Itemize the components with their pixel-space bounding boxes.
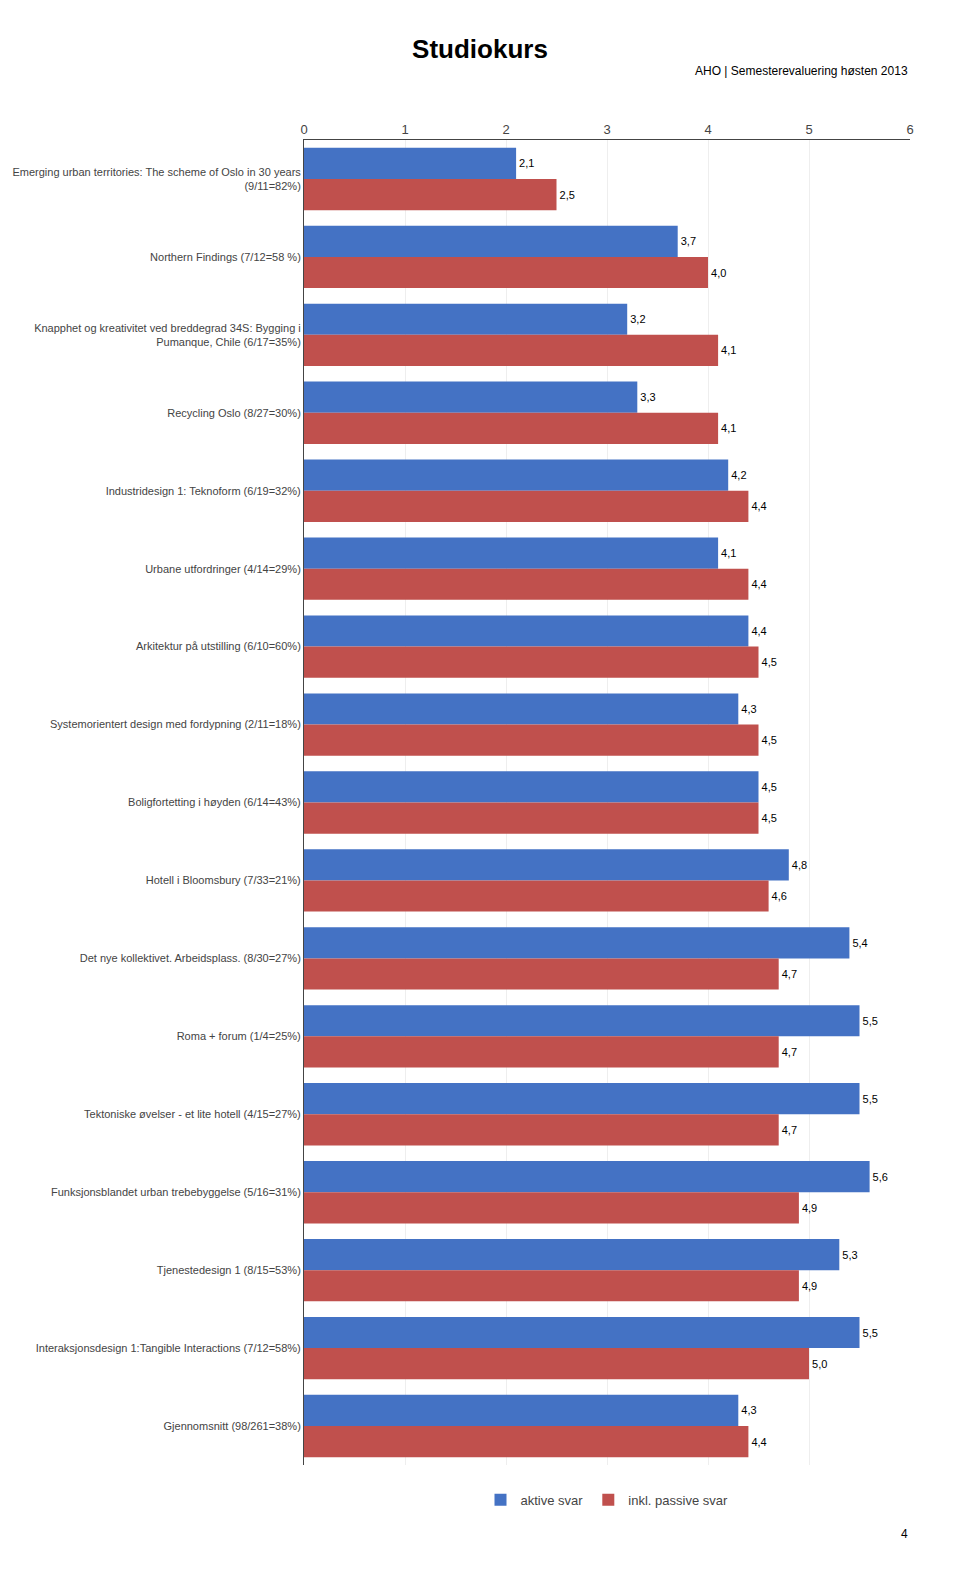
svg-text:0: 0 xyxy=(300,122,307,137)
svg-text:Arkitektur på utstilling (6/10: Arkitektur på utstilling (6/10=60%) xyxy=(136,640,301,652)
svg-text:Tektoniske øvelser - et lite h: Tektoniske øvelser - et lite hotell (4/1… xyxy=(84,1108,301,1120)
svg-text:4,3: 4,3 xyxy=(741,703,756,715)
svg-text:4,1: 4,1 xyxy=(721,344,736,356)
svg-text:4,7: 4,7 xyxy=(782,1046,797,1058)
svg-text:4,0: 4,0 xyxy=(711,267,726,279)
svg-text:Hotell i Bloomsbury (7/33=21%): Hotell i Bloomsbury (7/33=21%) xyxy=(146,874,301,886)
svg-text:3,2: 3,2 xyxy=(630,313,645,325)
svg-text:Studiokurs: Studiokurs xyxy=(412,34,548,64)
svg-text:4,5: 4,5 xyxy=(762,812,777,824)
svg-text:4,7: 4,7 xyxy=(782,1124,797,1136)
svg-text:4,5: 4,5 xyxy=(762,781,777,793)
svg-text:3: 3 xyxy=(603,122,610,137)
svg-text:Interaksjonsdesign 1:Tangible: Interaksjonsdesign 1:Tangible Interactio… xyxy=(36,1342,301,1354)
svg-text:Urbane utfordringer (4/14=29%): Urbane utfordringer (4/14=29%) xyxy=(145,563,301,575)
svg-text:Industridesign 1: Teknoform (6: Industridesign 1: Teknoform (6/19=32%) xyxy=(106,485,301,497)
svg-text:4,5: 4,5 xyxy=(762,734,777,746)
svg-text:6: 6 xyxy=(906,122,913,137)
svg-text:4: 4 xyxy=(901,1527,908,1541)
svg-text:5,3: 5,3 xyxy=(842,1249,857,1261)
svg-text:Emerging urban territories: Th: Emerging urban territories: The scheme o… xyxy=(12,166,301,192)
svg-text:Det nye kollektivet. Arbeidspl: Det nye kollektivet. Arbeidsplass. (8/30… xyxy=(80,952,301,964)
svg-text:Northern Findings (7/12=58 %): Northern Findings (7/12=58 %) xyxy=(150,251,301,263)
svg-text:4: 4 xyxy=(704,122,711,137)
svg-text:aktive svar: aktive svar xyxy=(521,1493,584,1508)
svg-text:Tjenestedesign 1 (8/15=53%): Tjenestedesign 1 (8/15=53%) xyxy=(157,1264,301,1276)
svg-text:5,5: 5,5 xyxy=(863,1093,878,1105)
svg-text:Systemorientert design med for: Systemorientert design med fordypning (2… xyxy=(50,718,301,730)
svg-text:Recycling Oslo (8/27=30%): Recycling Oslo (8/27=30%) xyxy=(167,407,301,419)
svg-text:4,4: 4,4 xyxy=(751,578,766,590)
svg-text:5: 5 xyxy=(805,122,812,137)
svg-text:2: 2 xyxy=(502,122,509,137)
svg-text:Boligfortetting i høyden (6/14: Boligfortetting i høyden (6/14=43%) xyxy=(128,796,301,808)
svg-text:inkl. passive svar: inkl. passive svar xyxy=(628,1493,728,1508)
svg-text:4,4: 4,4 xyxy=(751,1436,766,1448)
svg-text:4,4: 4,4 xyxy=(751,625,766,637)
svg-text:Roma + forum (1/4=25%): Roma + forum (1/4=25%) xyxy=(177,1030,301,1042)
svg-text:4,9: 4,9 xyxy=(802,1280,817,1292)
svg-text:5,4: 5,4 xyxy=(852,937,867,949)
svg-text:2,5: 2,5 xyxy=(560,189,575,201)
svg-text:4,6: 4,6 xyxy=(772,890,787,902)
svg-text:1: 1 xyxy=(401,122,408,137)
svg-text:Gjennomsnitt (98/261=38%): Gjennomsnitt (98/261=38%) xyxy=(164,1420,301,1432)
svg-text:4,7: 4,7 xyxy=(782,968,797,980)
svg-text:4,5: 4,5 xyxy=(762,656,777,668)
svg-text:3,7: 3,7 xyxy=(681,235,696,247)
svg-text:4,1: 4,1 xyxy=(721,547,736,559)
svg-text:5,0: 5,0 xyxy=(812,1358,827,1370)
svg-text:Funksjonsblandet urban trebeby: Funksjonsblandet urban trebebyggelse (5/… xyxy=(51,1186,301,1198)
svg-text:AHO | Semesterevaluering høste: AHO | Semesterevaluering høsten 2013 xyxy=(695,64,908,78)
svg-text:5,5: 5,5 xyxy=(863,1015,878,1027)
svg-text:2,1: 2,1 xyxy=(519,157,534,169)
svg-text:4,1: 4,1 xyxy=(721,422,736,434)
svg-text:4,9: 4,9 xyxy=(802,1202,817,1214)
svg-text:4,8: 4,8 xyxy=(792,859,807,871)
svg-text:5,6: 5,6 xyxy=(873,1171,888,1183)
svg-text:3,3: 3,3 xyxy=(640,391,655,403)
svg-text:4,4: 4,4 xyxy=(751,500,766,512)
svg-text:4,3: 4,3 xyxy=(741,1404,756,1416)
svg-text:5,5: 5,5 xyxy=(863,1327,878,1339)
svg-text:Knapphet og kreativitet ved br: Knapphet og kreativitet ved breddegrad 3… xyxy=(34,322,301,348)
svg-text:4,2: 4,2 xyxy=(731,469,746,481)
